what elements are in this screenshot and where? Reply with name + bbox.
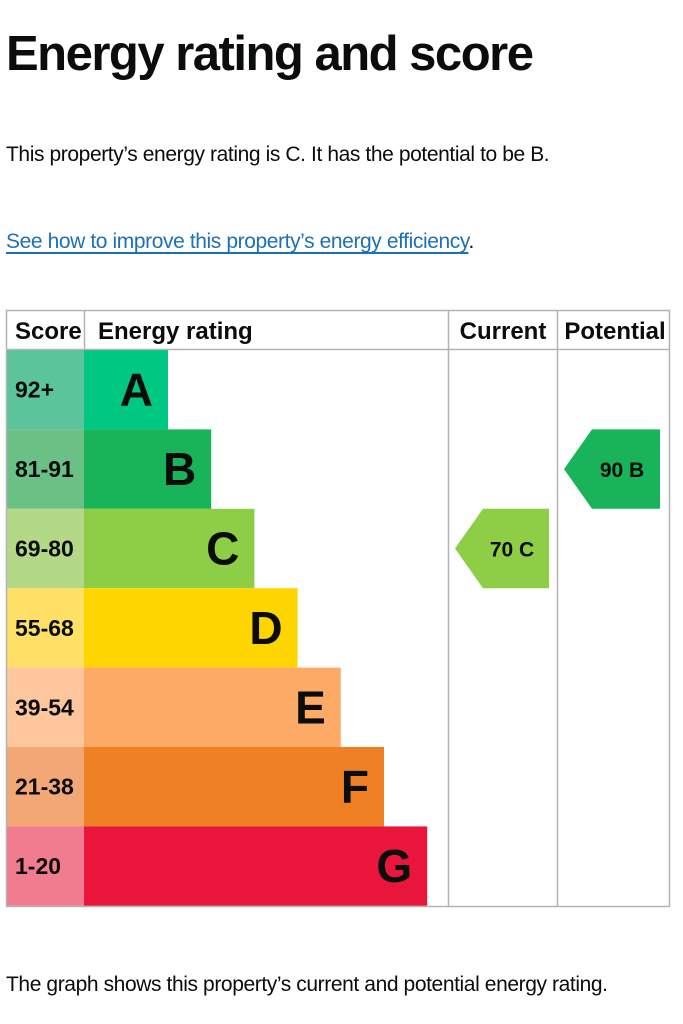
header-score: Score xyxy=(15,318,82,345)
current-rating-label: 70 C xyxy=(490,539,534,562)
rating-bands: 92+ A 81-91 B 69-80 C 55-68 D 39-54 E 21-38 F 1-20 G xyxy=(7,350,428,906)
score-label-b: 81-91 xyxy=(15,456,74,482)
rating-bar-g xyxy=(84,826,428,906)
score-cell-d xyxy=(7,588,84,668)
rating-bar-f xyxy=(84,747,384,827)
score-label-c: 69-80 xyxy=(15,536,74,562)
score-cell-e xyxy=(7,667,84,747)
score-label-f: 21-38 xyxy=(15,774,74,800)
header-potential: Potential xyxy=(564,318,665,345)
improve-paragraph: See how to improve this property’s energ… xyxy=(6,227,474,257)
rating-letter-b: B xyxy=(163,443,196,495)
score-label-d: 55-68 xyxy=(15,615,74,641)
improve-link-suffix: . xyxy=(468,230,474,253)
rating-letter-e: E xyxy=(295,681,326,733)
rating-bar-a xyxy=(84,350,168,430)
improve-efficiency-link[interactable]: See how to improve this property’s energ… xyxy=(6,230,469,253)
rating-letter-f: F xyxy=(341,761,369,813)
graph-description: The graph shows this property’s current … xyxy=(6,973,608,996)
rating-bar-c xyxy=(84,508,255,589)
chart-grid xyxy=(5,309,671,908)
rating-letter-g: G xyxy=(376,840,412,892)
rating-bar-b xyxy=(84,429,212,509)
potential-rating-label: 90 B xyxy=(600,459,644,482)
header-current: Current xyxy=(460,318,547,345)
rating-arrows: 70 C 90 B xyxy=(455,429,660,589)
score-cell-f xyxy=(7,747,84,827)
score-cell-b xyxy=(7,429,84,509)
chart-frame xyxy=(5,309,671,908)
score-cell-g xyxy=(7,826,84,906)
potential-rating-arrow xyxy=(564,429,660,509)
page-title: Energy rating and score xyxy=(6,27,534,81)
score-cell-a xyxy=(7,350,84,430)
rating-bar-e xyxy=(84,667,341,747)
score-label-e: 39-54 xyxy=(15,694,74,720)
rating-letter-d: D xyxy=(249,602,282,654)
rating-summary: This property’s energy rating is C. It h… xyxy=(6,143,550,166)
rating-letter-c: C xyxy=(206,523,239,575)
score-label-g: 1-20 xyxy=(15,853,61,879)
current-rating-arrow xyxy=(455,508,549,589)
chart-header: Score Energy rating Current Potential xyxy=(15,318,666,345)
score-label-a: 92+ xyxy=(15,377,54,403)
score-cell-c xyxy=(7,508,84,589)
rating-letter-a: A xyxy=(120,364,153,416)
header-energy-rating: Energy rating xyxy=(98,318,253,345)
rating-bar-d xyxy=(84,588,298,668)
